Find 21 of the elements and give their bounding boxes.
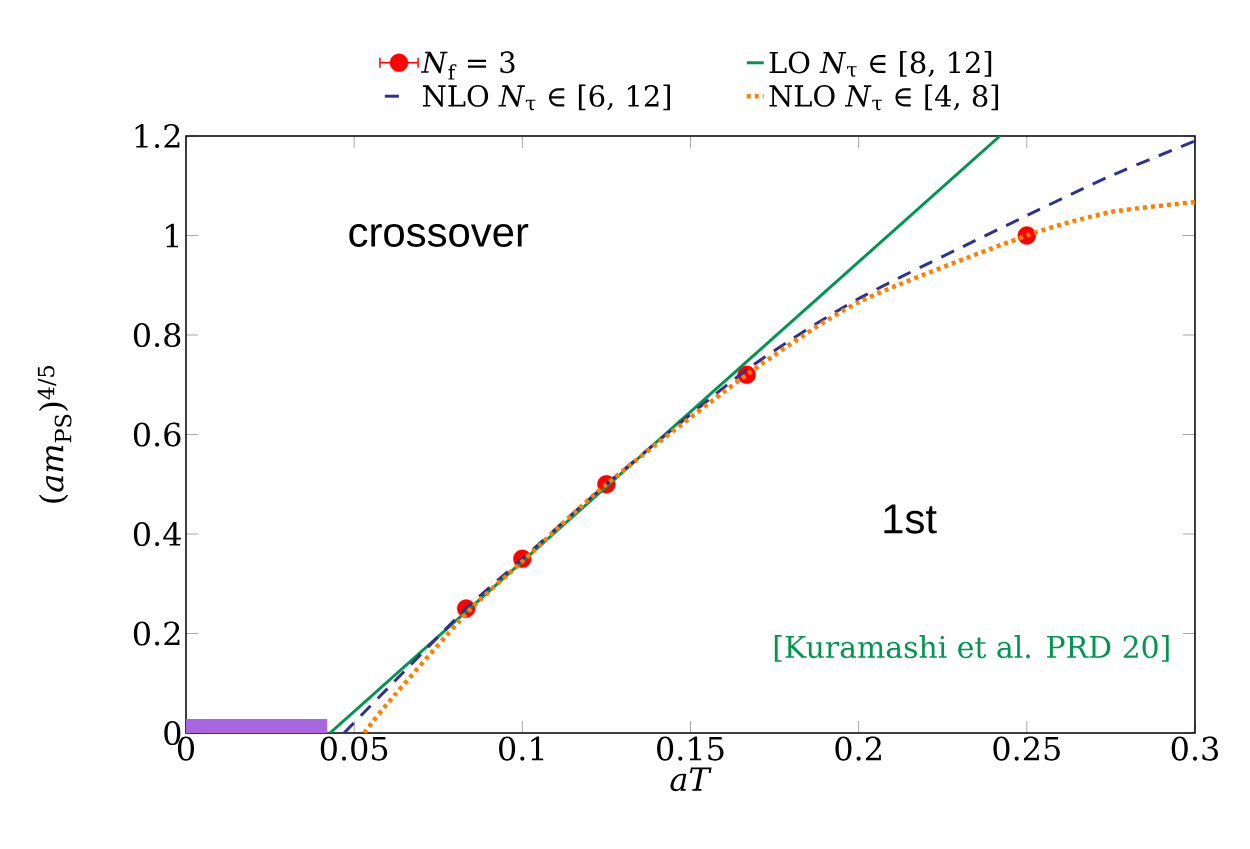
x-tick-label: 0.15 [657, 736, 724, 761]
x-tick-label: 0.2 [835, 736, 881, 761]
legend-label: NLO N$_{τ}$ ∈ [6, 12] [422, 84, 670, 111]
x-axis-title: aT [670, 767, 712, 792]
x-tick-label: 0.05 [320, 736, 388, 761]
legend-label: NLO N$_{τ}$ ∈ [4, 8] [769, 84, 999, 111]
y-tick-label: 0.4 [133, 521, 181, 547]
y-tick-label: 0.6 [133, 422, 181, 447]
legend-label: LO N$_{τ}$ ∈ [8, 12] [769, 51, 992, 77]
y-tick-label: 1 [166, 223, 178, 248]
annotation: 1st [884, 504, 937, 534]
x-tick-label: 0.1 [499, 736, 544, 761]
annotation: [Kuramashi et al. PRD 20] [774, 635, 1169, 662]
x-tick-label: 0.3 [1171, 736, 1218, 761]
legend-label: N$_{f}$ = 3 [421, 51, 515, 80]
y-tick-label: 1.2 [135, 123, 180, 149]
x-tick-label: 0.25 [993, 736, 1060, 761]
annotation: crossover [349, 224, 529, 247]
y-axis-title: (am$_{PS}$)$^{4/5}$ [37, 366, 72, 503]
y-tick-label: 0.2 [133, 621, 180, 646]
y-tick-label: 0.8 [133, 322, 181, 348]
